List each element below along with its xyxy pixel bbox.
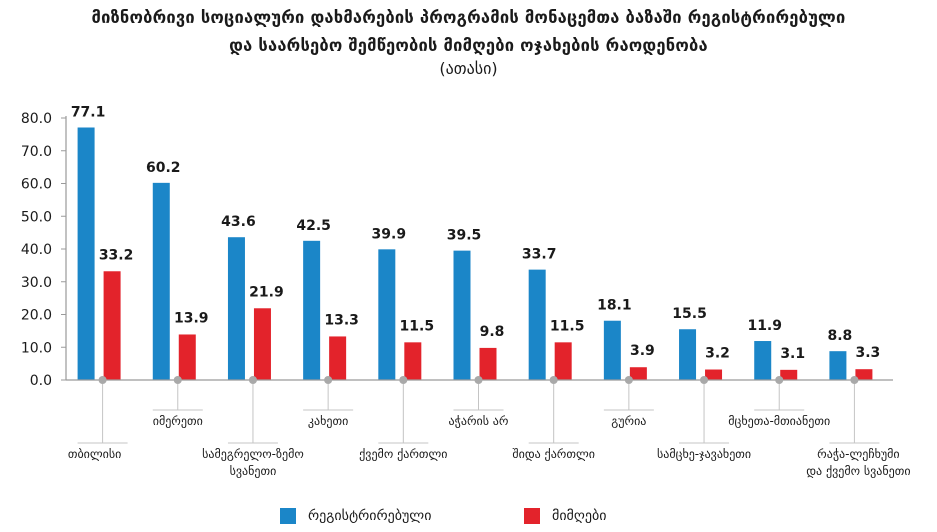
data-label-registered: 39.5 (447, 228, 482, 244)
data-label-recipients: 3.9 (630, 343, 655, 359)
data-label-recipients: 11.5 (400, 318, 435, 334)
category-label: შიდა ქართლი (512, 447, 595, 461)
data-label-recipients: 13.3 (324, 312, 359, 328)
data-label-recipients: 21.9 (249, 284, 284, 300)
category-marker (850, 376, 859, 384)
category-label: თბილისი (68, 447, 122, 461)
y-tick-label: 60.0 (21, 177, 52, 193)
legend-item-registered: რეგისტრირებული (280, 508, 431, 524)
y-tick-label: 80.0 (21, 111, 52, 127)
data-label-registered: 77.1 (71, 104, 106, 120)
y-tick-label: 0.0 (30, 373, 52, 389)
category-label: კახეთი (308, 414, 348, 428)
x-axis: თბილისი იმერეთი სამეგრელო-ზემო სვანეთი კახეთ… (66, 376, 911, 478)
y-tick-label: 30.0 (21, 275, 52, 291)
category-marker (248, 376, 257, 384)
category-label: აჭარის არ (449, 414, 509, 428)
bar-registered (453, 250, 471, 380)
bars: 77.1 33.2 60.2 13.9 43.6 21.9 42.5 13.3 39.9 11.5… (71, 104, 880, 380)
y-tick-label: 70.0 (21, 144, 52, 160)
data-label-registered: 42.5 (296, 218, 331, 234)
data-label-recipients: 11.5 (550, 318, 585, 334)
data-label-recipients: 3.2 (705, 346, 730, 362)
data-label-registered: 33.7 (522, 247, 557, 263)
category-label: მცხეთა-მთიანეთი (728, 414, 830, 428)
bar-registered (603, 320, 621, 380)
legend-swatch-registered (280, 508, 296, 524)
chart-title: მიზნობრივი სოციალური დახმარების პროგრამი… (0, 4, 937, 60)
bar-registered (829, 351, 847, 380)
category-marker (399, 376, 408, 384)
data-label-registered: 8.8 (828, 328, 853, 344)
category-marker (474, 376, 483, 384)
bar-registered (378, 249, 396, 380)
category-label: ქვემო ქართლი (359, 447, 447, 461)
data-label-recipients: 3.1 (780, 346, 805, 362)
bar-recipients (253, 308, 271, 380)
category-marker (173, 376, 182, 384)
category-label: და ქვემო სვანეთი (806, 464, 910, 478)
bar-recipients (855, 369, 873, 380)
bar-registered (227, 237, 245, 380)
data-label-recipients: 9.8 (480, 324, 505, 340)
chart-title-line-1: მიზნობრივი სოციალური დახმარების პროგრამი… (91, 8, 846, 27)
category-label: სამეგრელო-ზემო (202, 447, 304, 461)
y-tick-label: 20.0 (21, 308, 52, 324)
category-label: გურია (611, 414, 646, 428)
y-tick-label: 50.0 (21, 209, 52, 225)
category-label: რაჭა-ლეჩხუმი (817, 447, 899, 461)
category-marker (549, 376, 558, 384)
bar-chart: 0.0 10.0 20.0 30.0 40.0 50.0 60.0 70.0 80.0 77.1… (21, 104, 911, 478)
category-marker (700, 376, 709, 384)
y-tick-label: 10.0 (21, 340, 52, 356)
y-tick-label: 40.0 (21, 242, 52, 258)
category-label: სამცხე-ჯავახეთი (657, 447, 751, 461)
bar-registered (754, 341, 772, 380)
bar-recipients (629, 367, 647, 380)
y-axis: 0.0 10.0 20.0 30.0 40.0 50.0 60.0 70.0 80.0 (21, 111, 67, 389)
category-marker (98, 376, 107, 384)
category-label: იმერეთი (153, 414, 203, 428)
legend-item-recipients: მიმღები (524, 508, 606, 524)
bar-recipients (479, 347, 497, 380)
bar-registered (679, 329, 697, 380)
data-label-registered: 43.6 (221, 214, 256, 230)
chart-subtitle: (ათასი) (439, 59, 498, 78)
data-label-recipients: 33.2 (99, 247, 134, 263)
bar-recipients (705, 369, 723, 380)
bar-recipients (404, 342, 422, 380)
bar-registered (152, 182, 170, 380)
legend-label-recipients: მიმღები (552, 508, 607, 524)
category-label: სვანეთი (230, 464, 277, 478)
data-label-registered: 11.9 (747, 318, 782, 334)
legend-swatch-recipients (524, 508, 540, 524)
bar-recipients (329, 336, 347, 380)
bar-recipients (178, 334, 196, 380)
bar-registered (303, 240, 321, 380)
category-marker (324, 376, 333, 384)
legend: რეგისტრირებული მიმღები (0, 508, 937, 530)
data-label-registered: 39.9 (372, 226, 407, 242)
data-label-recipients: 13.9 (174, 310, 209, 326)
bar-recipients (554, 342, 572, 380)
bar-registered (528, 269, 546, 380)
data-label-registered: 18.1 (597, 298, 632, 314)
data-label-recipients: 3.3 (856, 345, 881, 361)
category-marker (624, 376, 633, 384)
chart-title-line-2: და საარსებო შემწეობის მიმღები ოჯახების რ… (229, 36, 708, 55)
data-label-registered: 60.2 (146, 160, 181, 176)
bar-recipients (103, 271, 121, 380)
category-marker (775, 376, 784, 384)
data-label-registered: 15.5 (672, 306, 707, 322)
legend-label-registered: რეგისტრირებული (308, 508, 432, 524)
bar-registered (77, 127, 95, 380)
bar-recipients (780, 369, 798, 380)
